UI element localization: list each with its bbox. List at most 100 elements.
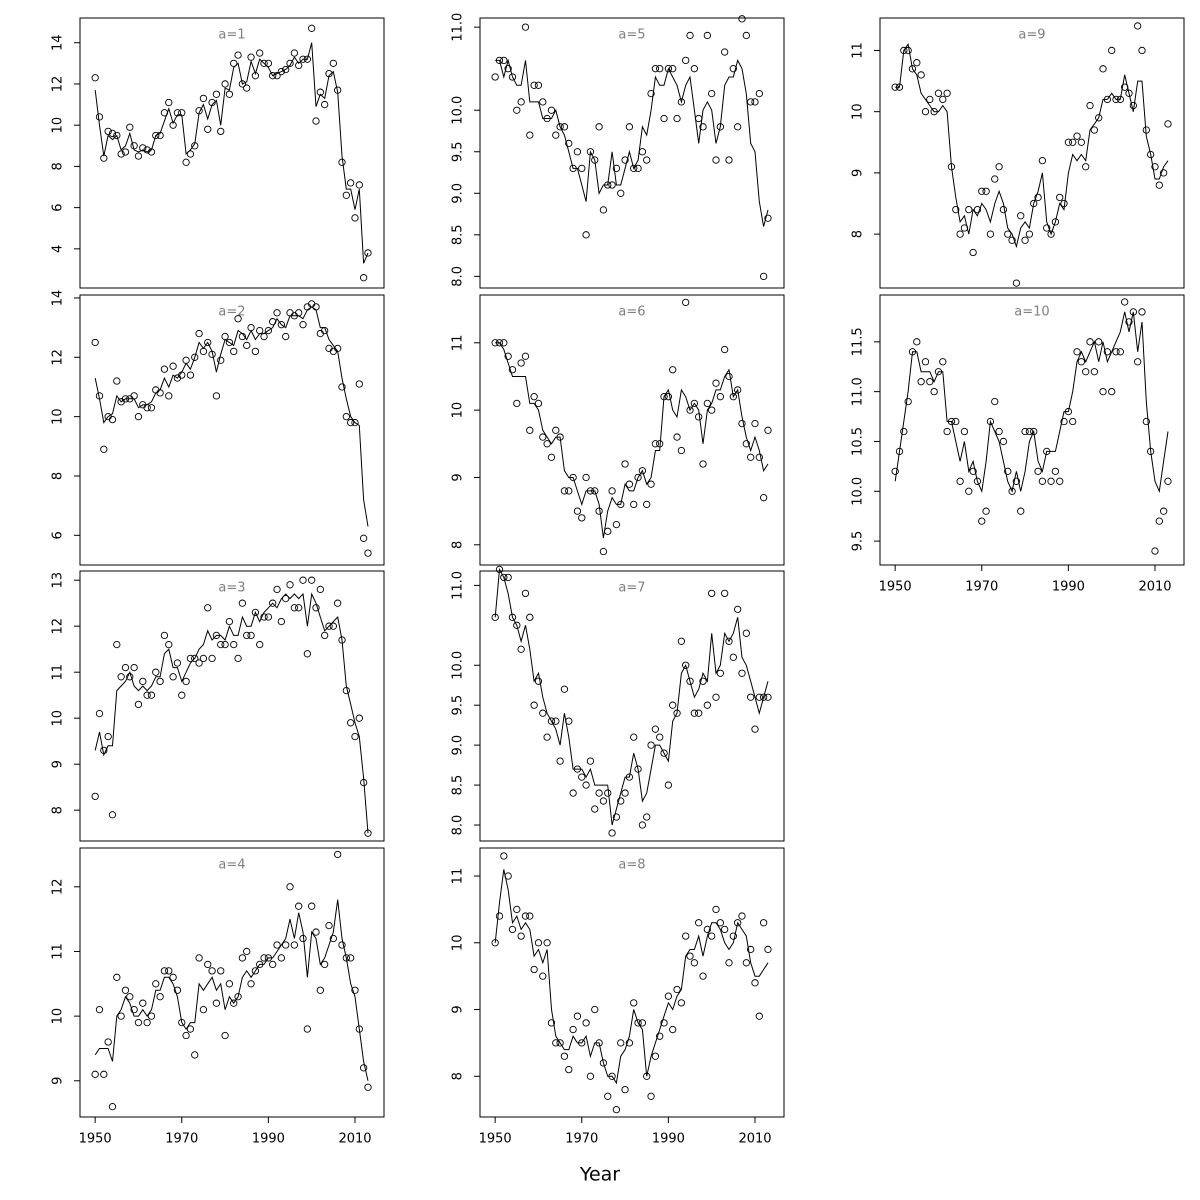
data-point <box>108 1103 117 1111</box>
data-point <box>1043 224 1051 232</box>
data-point <box>500 339 508 347</box>
data-point <box>204 604 212 612</box>
data-point <box>560 123 569 131</box>
panel-title: a=4 <box>218 858 245 873</box>
data-point <box>517 645 525 653</box>
data-point <box>504 352 512 360</box>
data-point <box>1134 358 1142 366</box>
data-point <box>152 980 160 988</box>
data-point <box>1008 487 1016 495</box>
data-point <box>251 967 260 975</box>
data-point <box>160 631 169 640</box>
panel-frame <box>79 847 385 1118</box>
data-point <box>716 393 724 401</box>
data-point <box>552 131 560 139</box>
data-point <box>1103 348 1112 356</box>
data-point <box>738 419 746 428</box>
data-point <box>165 98 173 107</box>
y-tick-label: 12 <box>51 879 66 896</box>
data-point <box>325 921 333 930</box>
data-point <box>290 604 299 612</box>
data-point <box>273 585 281 594</box>
fit-line <box>495 58 769 227</box>
data-point <box>742 31 750 40</box>
data-point <box>913 338 921 346</box>
data-point <box>734 605 742 613</box>
panel: a=10 9.5 10.0 10.5 11.0 11.5 1950 1970 1990 2010 <box>851 294 1185 595</box>
data-point <box>703 925 712 934</box>
fit-line <box>94 306 369 527</box>
data-point <box>355 380 363 388</box>
y-tick-label: 11 <box>51 943 66 960</box>
data-point <box>552 717 560 725</box>
data-point <box>647 1092 655 1100</box>
y-tick-label: 11 <box>451 868 466 885</box>
data-point <box>225 90 234 98</box>
data-point <box>1151 547 1159 555</box>
data-point <box>660 114 668 123</box>
data-point <box>565 139 573 148</box>
fit-line <box>94 592 369 834</box>
data-point <box>100 445 108 453</box>
data-point <box>225 980 234 988</box>
data-point <box>612 164 621 173</box>
data-point <box>1038 157 1047 165</box>
data-point <box>747 453 755 461</box>
x-tick-label: 1950 <box>479 1132 512 1147</box>
data-point <box>621 1085 629 1094</box>
data-point <box>669 701 677 709</box>
data-point <box>547 717 556 725</box>
data-point <box>342 954 350 962</box>
data-point <box>191 654 199 663</box>
data-point <box>1004 230 1012 238</box>
data-point <box>991 175 999 183</box>
data-point <box>256 49 264 57</box>
data-point <box>630 500 638 509</box>
data-point <box>251 608 260 617</box>
data-point <box>282 332 290 341</box>
data-point <box>738 912 746 920</box>
data-point <box>686 31 694 40</box>
data-point <box>91 74 99 82</box>
data-point <box>617 189 625 197</box>
data-point <box>660 749 668 757</box>
data-point <box>952 417 960 426</box>
data-point <box>708 932 716 940</box>
data-point <box>212 392 221 400</box>
data-point <box>351 214 359 222</box>
y-tick-label: 10 <box>451 935 466 952</box>
data-point <box>965 487 973 495</box>
data-point <box>690 709 699 717</box>
data-point <box>690 399 699 408</box>
data-point <box>1082 163 1090 171</box>
data-point <box>1086 101 1094 110</box>
data-point <box>921 358 930 366</box>
data-point <box>664 65 673 73</box>
data-point <box>1090 368 1099 376</box>
panel: a=9 8 9 10 11 <box>851 17 1185 289</box>
y-tick-label: 11.5 <box>851 327 866 356</box>
data-point <box>134 700 143 709</box>
data-point <box>552 1039 560 1047</box>
data-point <box>508 925 517 934</box>
y-tick-label: 9 <box>451 473 466 481</box>
data-point <box>282 941 290 949</box>
data-point <box>286 581 294 589</box>
data-point <box>930 387 938 396</box>
data-point <box>273 309 281 317</box>
data-point <box>108 129 117 138</box>
data-point <box>921 108 930 116</box>
data-point <box>721 925 729 934</box>
data-point <box>913 59 921 67</box>
data-point <box>117 1012 125 1020</box>
data-point <box>286 59 294 67</box>
data-point <box>759 494 768 502</box>
data-point <box>500 56 508 65</box>
data-point <box>160 967 169 975</box>
data-point <box>104 1038 112 1046</box>
data-point <box>104 732 112 741</box>
data-point <box>1047 477 1055 485</box>
data-point <box>695 919 703 927</box>
data-point <box>956 230 964 238</box>
y-tick-label: 10 <box>51 1008 66 1025</box>
